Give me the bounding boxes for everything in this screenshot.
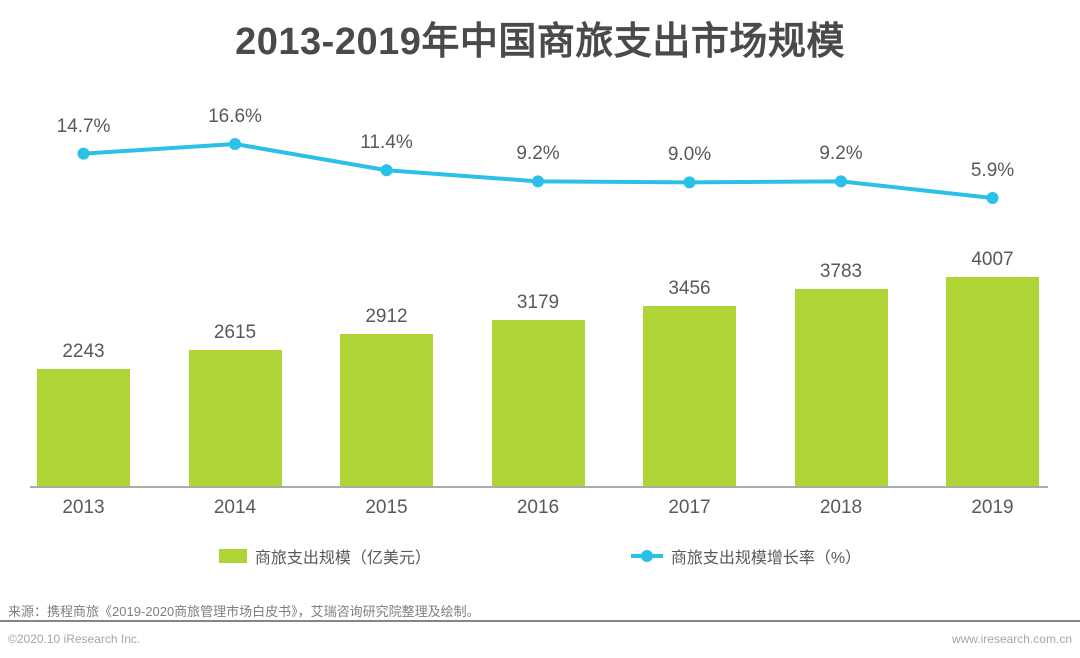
legend-item-line-series: 商旅支出规模增长率（%） — [630, 544, 862, 568]
website-text: www.iresearch.com.cn — [951, 632, 1072, 646]
bar-value-label-2017: 3456 — [668, 277, 711, 299]
bar-value-label-2013: 2243 — [62, 341, 105, 363]
x-label-2017: 2017 — [668, 497, 711, 518]
x-label-2018: 2018 — [819, 497, 863, 518]
growth-label-2013: 14.7% — [56, 115, 111, 137]
growth-point-2014 — [229, 138, 241, 150]
x-label-2014: 2014 — [213, 497, 257, 518]
copyright-text: ©2020.10 iResearch Inc. — [8, 632, 141, 646]
bar-series-swatch-icon — [218, 549, 247, 563]
bar-2016 — [491, 320, 585, 487]
chart-title: 2013-2019年中国商旅支出市场规模 — [235, 21, 845, 63]
bar-value-label-2014: 2615 — [213, 321, 257, 343]
growth-point-2019 — [986, 192, 999, 204]
growth-point-2015 — [380, 164, 393, 177]
x-label-2013: 2013 — [62, 497, 105, 518]
bar-2018 — [794, 288, 888, 487]
bar-value-label-2019: 4007 — [971, 249, 1014, 270]
footer-divider — [0, 620, 1080, 622]
growth-label-2019: 5.9% — [970, 160, 1015, 181]
chart-legend: 商旅支出规模（亿美元） 商旅支出规模增长率（%） — [0, 544, 1080, 568]
growth-point-2013 — [77, 147, 90, 160]
bar-2019 — [946, 277, 1039, 487]
growth-label-2017: 9.0% — [667, 144, 712, 166]
bar-value-label-2015: 2912 — [365, 306, 408, 328]
bar-series-legend-label: 商旅支出规模（亿美元） — [254, 550, 431, 567]
growth-label-2014: 16.6% — [208, 106, 262, 127]
line-series-marker-icon — [630, 549, 663, 563]
bar-2014 — [188, 349, 282, 487]
legend-item-bar-series: 商旅支出规模（亿美元） — [218, 544, 431, 568]
growth-point-2018 — [835, 175, 847, 188]
bar-value-label-2018: 3783 — [819, 260, 863, 282]
bar-2013 — [37, 369, 130, 487]
growth-point-2016 — [532, 175, 544, 188]
x-label-2016: 2016 — [516, 497, 560, 518]
bar-2015 — [340, 334, 433, 487]
x-axis-line — [30, 486, 1048, 488]
growth-point-2017 — [683, 176, 696, 189]
source-note: 来源：携程商旅《2019-2020商旅管理市场白皮书》，艾瑞咨询研究院整理及绘制… — [8, 604, 480, 619]
x-label-2015: 2015 — [365, 497, 408, 518]
bar-2017 — [643, 305, 736, 487]
growth-label-2018: 9.2% — [819, 143, 863, 165]
growth-label-2015: 11.4% — [360, 132, 413, 154]
growth-label-2016: 9.2% — [516, 143, 560, 165]
line-series-legend-label: 商旅支出规模增长率（%） — [670, 550, 862, 567]
x-label-2019: 2019 — [971, 497, 1014, 518]
bar-value-label-2016: 3179 — [516, 292, 560, 314]
